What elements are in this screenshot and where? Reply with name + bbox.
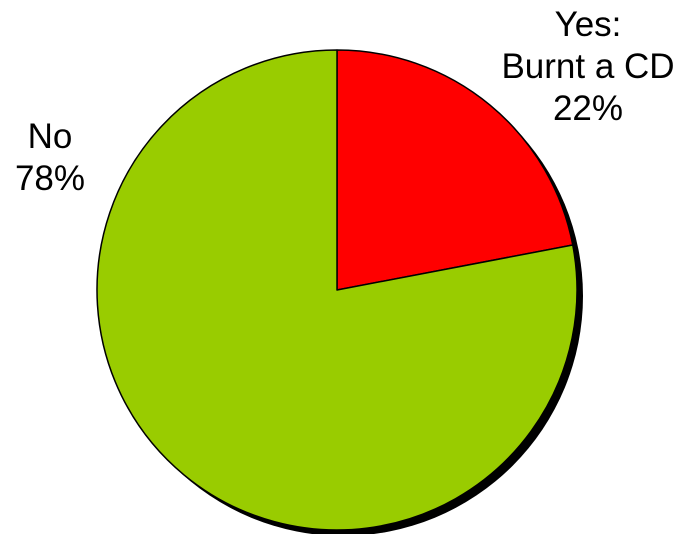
- pie-slice-yes: [336, 49, 574, 291]
- slice-label-yes-line-1: Yes:: [554, 5, 622, 44]
- slice-label-no-line-1: No: [27, 117, 73, 156]
- pie-slice-no: [96, 49, 578, 531]
- slice-percent-yes: 22%: [552, 89, 624, 128]
- slice-percent-no: 78%: [14, 159, 86, 198]
- slice-label-no: No 78%: [0, 116, 100, 200]
- pie-slices: [96, 49, 578, 531]
- slice-label-yes-line-2: Burnt a CD: [501, 47, 675, 86]
- slice-label-yes: Yes: Burnt a CD 22%: [488, 4, 688, 130]
